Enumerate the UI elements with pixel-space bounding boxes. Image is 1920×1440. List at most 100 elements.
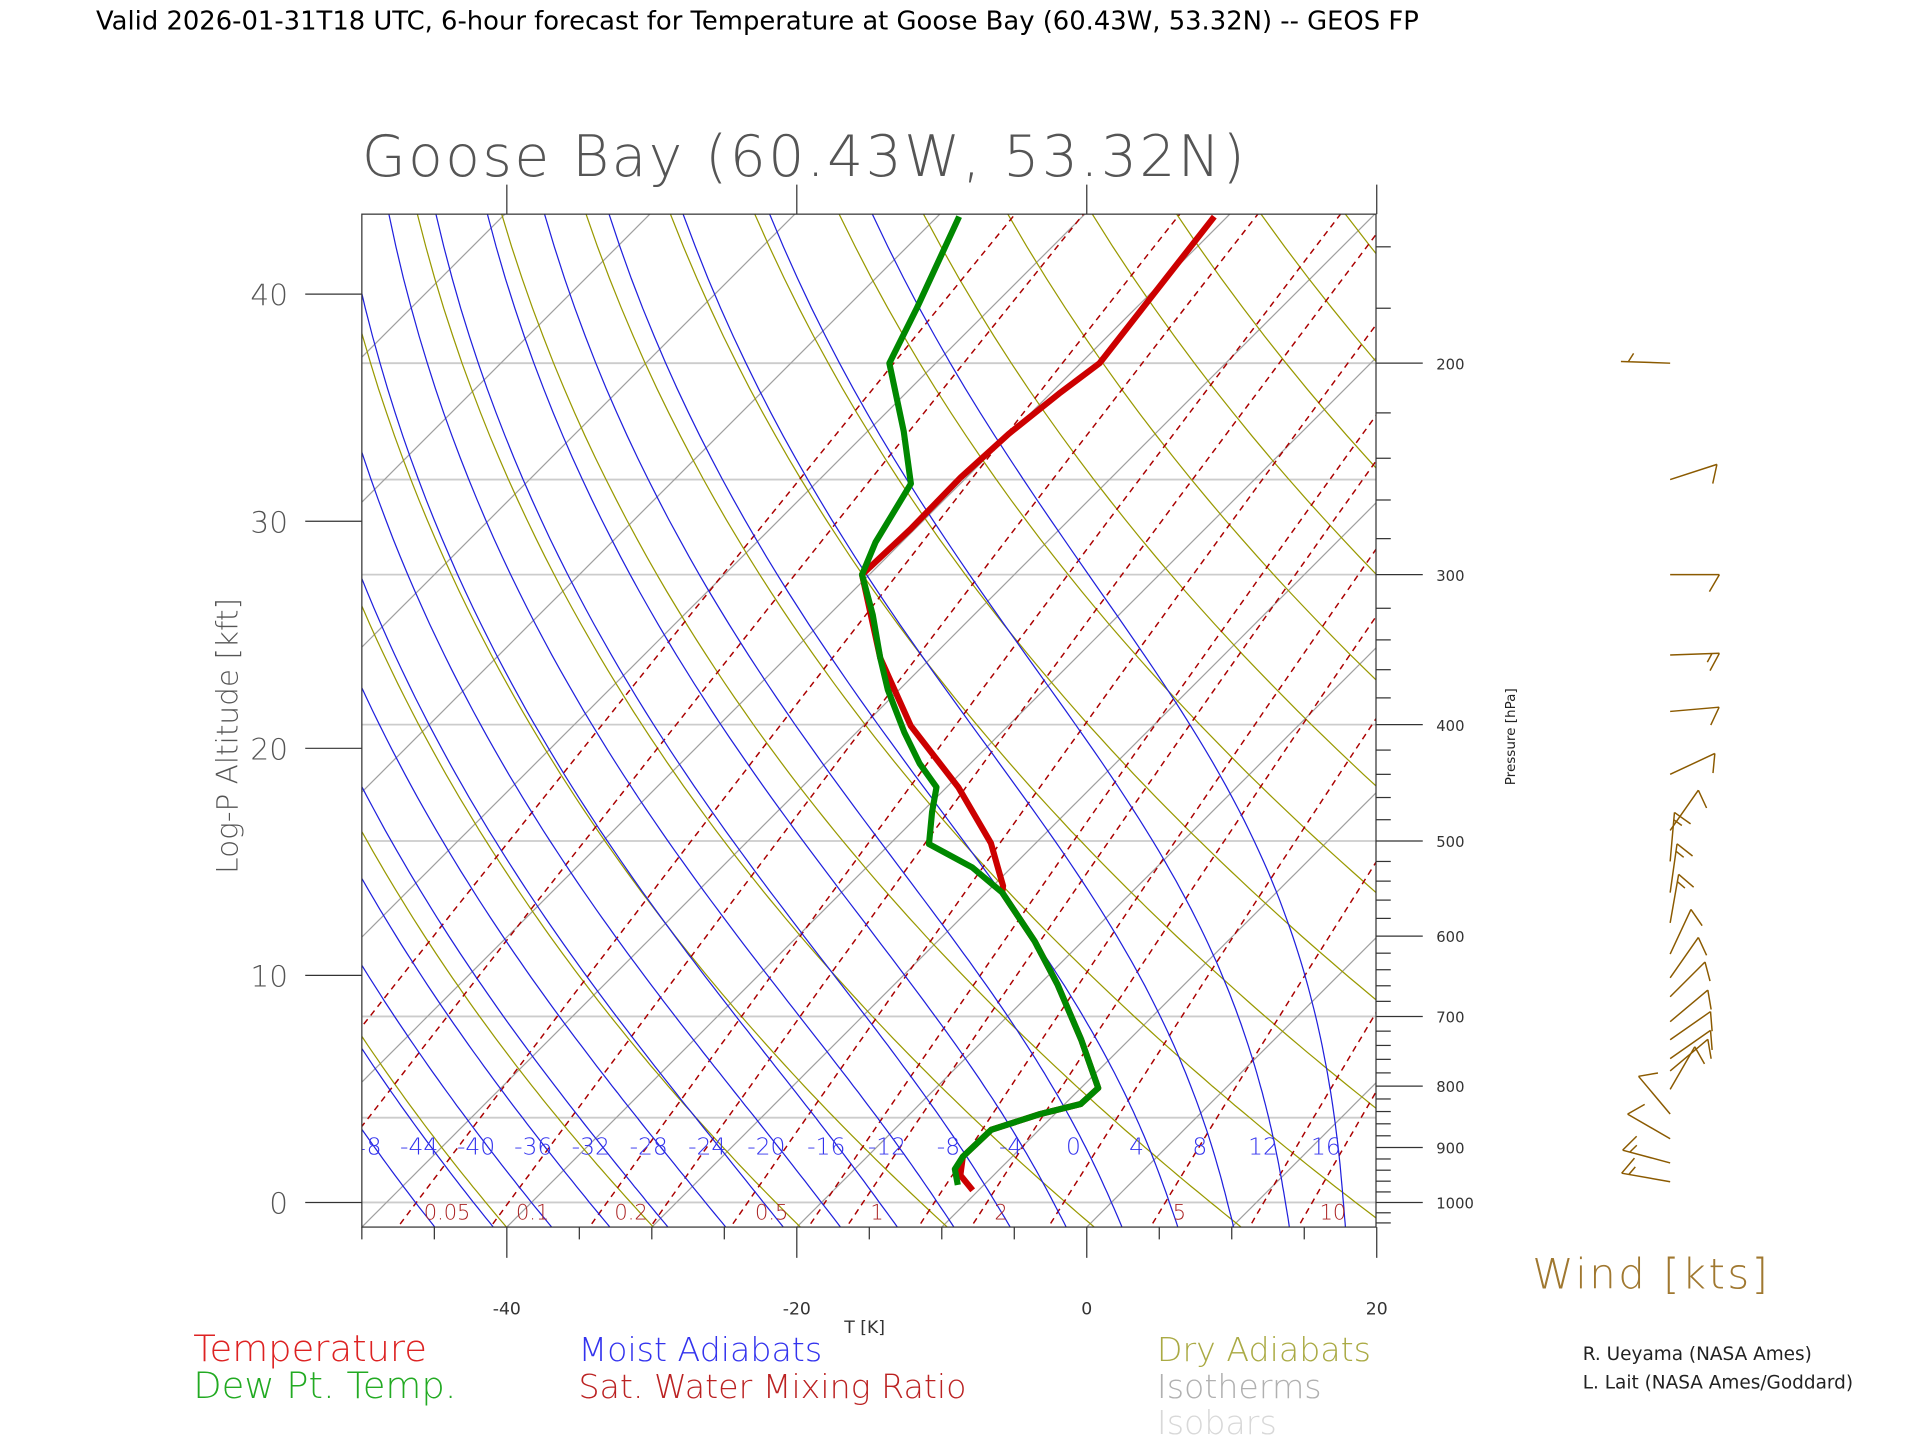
right-tick-label: 900 xyxy=(1436,1141,1464,1158)
wind-barb xyxy=(1627,1103,1671,1140)
wind-barb xyxy=(1637,1072,1671,1115)
x-tick-label: 20 xyxy=(1366,1299,1388,1319)
moist-adiabat-line xyxy=(388,214,955,1228)
moist-adiabat-line xyxy=(361,290,899,1228)
moist-adiabat-label: -28 xyxy=(630,1132,668,1160)
left-tick-label: 30 xyxy=(250,505,288,539)
isotherm-line xyxy=(361,214,941,793)
mixing-ratio-line xyxy=(588,214,1342,1228)
wind-barb xyxy=(1670,652,1721,671)
isotherm-line xyxy=(0,177,397,1233)
isotherm-line xyxy=(1230,1081,1376,1228)
dewpoint-profile xyxy=(858,215,1102,1186)
moist-adiabat-line xyxy=(361,877,611,1228)
moist-adiabat-label: 4 xyxy=(1129,1132,1144,1160)
right-tick-label: 400 xyxy=(1436,718,1464,735)
moist-adiabat-label: -16 xyxy=(807,1132,845,1160)
moist-adiabat-line xyxy=(486,214,1067,1228)
background-lines xyxy=(0,177,1920,1233)
moist-adiabat-line xyxy=(361,450,842,1228)
wind-barb xyxy=(1669,937,1708,979)
legend-moist: Moist Adiabats xyxy=(578,1330,822,1369)
wind-barb xyxy=(1669,989,1712,1023)
mixing-ratio-line xyxy=(917,548,1376,1228)
isotherm-line xyxy=(361,214,651,504)
moist-adiabat-line xyxy=(682,214,1235,1228)
wind-barb xyxy=(1669,1038,1712,1072)
wind-barb xyxy=(1669,908,1703,955)
moist-adiabat-line xyxy=(871,214,1347,1228)
mixing-ratio-line xyxy=(489,214,1259,1228)
x-tick-label: -40 xyxy=(493,1299,521,1319)
dry-adiabat-line xyxy=(838,214,1376,894)
wind-barb xyxy=(1620,352,1671,364)
wind-barb xyxy=(1622,1135,1671,1164)
dry-adiabat-line xyxy=(1649,177,1920,1233)
dry-adiabat-line xyxy=(361,330,949,1228)
moist-adiabat-line xyxy=(361,686,727,1228)
mixing-ratio-line xyxy=(1297,1090,1376,1228)
wind-barb xyxy=(1669,961,1711,998)
x-tick-label: 0 xyxy=(1081,1299,1092,1319)
isotherm-line xyxy=(361,214,1086,938)
mixing-ratio-label: 10 xyxy=(1320,1201,1347,1225)
header-title: Valid 2026-01-31T18 UTC, 6-hour forecast… xyxy=(96,7,1419,37)
wind-barb xyxy=(1670,706,1720,726)
mixing-ratio-label: 2 xyxy=(994,1201,1007,1225)
credit-2: L. Lait (NASA Ames/Goddard) xyxy=(1583,1372,1853,1393)
isotherm-line xyxy=(795,647,1376,1228)
isotherm-line xyxy=(361,214,506,359)
x-axis-label: T [K] xyxy=(843,1318,885,1338)
dry-adiabat-line xyxy=(1814,177,1920,1233)
dry-adiabat-line xyxy=(585,214,1376,1219)
moist-adiabat-label: -44 xyxy=(400,1132,438,1160)
mixing-ratio-line xyxy=(845,459,1376,1228)
dry-adiabat-line xyxy=(1007,214,1376,681)
right-tick-label: 300 xyxy=(1436,568,1464,585)
isotherm-line xyxy=(361,214,796,649)
moist-adiabat-label: -40 xyxy=(457,1132,495,1160)
moist-adiabat-line xyxy=(361,576,785,1228)
wind-barb xyxy=(1669,843,1694,893)
mixing-ratio-line xyxy=(1454,177,1920,1233)
left-tick-label: 40 xyxy=(250,278,288,312)
isotherm-line xyxy=(505,357,1376,1228)
moist-adiabat-label: -48 xyxy=(343,1132,381,1160)
profiles xyxy=(858,214,1217,1193)
wind-barb xyxy=(1669,1010,1713,1041)
moist-adiabat-line xyxy=(435,214,1011,1228)
moist-adiabat-line xyxy=(361,1047,495,1228)
moist-adiabat-label: -24 xyxy=(688,1132,726,1160)
axes: -40 -20 0 200102030402003004005006007008009… xyxy=(250,184,1474,1319)
dry-adiabat-line xyxy=(1483,177,1920,1233)
legend-dry: Dry Adiabats xyxy=(1157,1330,1371,1369)
dry-adiabat-line xyxy=(1091,214,1376,576)
isotherm-line xyxy=(0,177,107,1233)
dry-adiabat-line xyxy=(416,214,1096,1228)
dry-adiabat-line xyxy=(1731,177,1920,1233)
dry-adiabat-line xyxy=(501,214,1243,1228)
wind-barb xyxy=(1669,1046,1706,1090)
isotherm-line xyxy=(1516,177,1920,1233)
moist-adiabat-line xyxy=(768,214,1290,1228)
wind-barb xyxy=(1621,1157,1671,1183)
dry-adiabat-line xyxy=(1344,214,1376,255)
right-tick-label: 500 xyxy=(1436,834,1464,851)
mixing-ratio-label: 0.5 xyxy=(755,1201,788,1225)
mixing-ratio-line xyxy=(1248,1011,1376,1228)
dry-adiabat-line xyxy=(361,604,802,1228)
plot-title: Goose Bay (60.43W, 53.32N) xyxy=(362,124,1247,190)
mixing-ratio-label: 0.1 xyxy=(516,1201,549,1225)
legend-dewpoint: Dew Pt. Temp. xyxy=(193,1364,456,1407)
moist-adiabat-line xyxy=(361,964,553,1228)
mixing-ratio-label: 5 xyxy=(1173,1201,1186,1225)
wind-barb xyxy=(1669,463,1718,484)
moist-adiabat-label: 16 xyxy=(1311,1132,1341,1160)
mixing-ratio-line xyxy=(397,214,1181,1228)
wind-barbs xyxy=(1620,352,1721,1183)
wind-barb xyxy=(1669,873,1695,924)
isotherm-line xyxy=(1661,177,1920,1233)
right-tick-label: 800 xyxy=(1436,1079,1464,1096)
dry-adiabat-line xyxy=(1401,177,1920,1233)
mixing-ratio-line xyxy=(361,214,1017,1028)
